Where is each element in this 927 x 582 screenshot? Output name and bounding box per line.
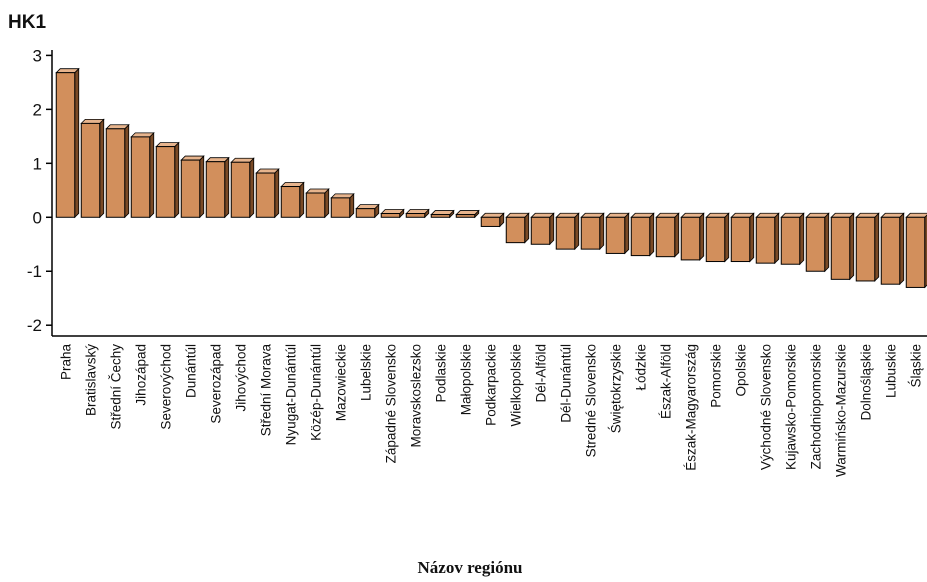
x-tick-label: Świętokrzyskie bbox=[609, 344, 624, 433]
bar-18 bbox=[480, 212, 505, 228]
y-tick-label: 1 bbox=[33, 154, 42, 173]
bar-2 bbox=[80, 118, 105, 219]
x-tick-label: Pomorskie bbox=[709, 344, 724, 408]
x-tick-label: Nyugat-Dunántúl bbox=[284, 344, 299, 445]
x-tick-label: Střední Morava bbox=[259, 344, 274, 437]
bar-24 bbox=[630, 212, 655, 257]
x-tick-label: Podlaskie bbox=[434, 344, 449, 403]
x-tick-label: Severozápad bbox=[209, 344, 224, 424]
x-tick-label: Dél-Dunántúl bbox=[559, 344, 574, 423]
bar-3 bbox=[105, 123, 130, 219]
x-tick-label: Bratislavský bbox=[84, 344, 99, 416]
x-tick-label: Západné Slovensko bbox=[384, 344, 399, 463]
bar-11 bbox=[305, 188, 330, 219]
x-tick-label: Śląskie bbox=[909, 344, 924, 388]
x-tick-label: Małopolskie bbox=[459, 344, 474, 415]
bar-7 bbox=[205, 156, 230, 219]
x-tick-label: Dolnośląskie bbox=[859, 344, 874, 421]
x-tick-label: Moravskoslezsko bbox=[409, 344, 424, 448]
x-tick-labels: Praha Bratislavský Střední Čechy Jihozápad S… bbox=[59, 344, 924, 478]
x-tick-label: Praha bbox=[59, 344, 74, 381]
x-tick-label: Zachodniopomorskie bbox=[809, 344, 824, 469]
x-tick-label: Opolskie bbox=[734, 344, 749, 397]
y-tick-label: 0 bbox=[33, 208, 42, 227]
bar-8 bbox=[230, 157, 255, 219]
bar-20 bbox=[530, 212, 555, 246]
bar-5 bbox=[155, 141, 180, 219]
bar-10 bbox=[280, 181, 305, 219]
x-tick-label: Észak-Magyarország bbox=[684, 344, 699, 471]
x-tick-label: Warmińsko-Mazurskie bbox=[834, 344, 849, 477]
y-axis-label: HK1 bbox=[8, 12, 46, 33]
bar-22 bbox=[580, 212, 605, 251]
axes-group: 3 2 1 0 -1 -2 bbox=[27, 46, 927, 337]
bar-13 bbox=[355, 203, 380, 219]
x-tick-label: Severovýchod bbox=[159, 344, 174, 430]
x-tick-label: Wielkopolskie bbox=[509, 344, 524, 427]
x-tick-label: Közép-Dunántúl bbox=[309, 344, 324, 441]
bar-29 bbox=[755, 212, 780, 265]
bar-31 bbox=[805, 212, 830, 273]
x-tick-label: Jihozápad bbox=[134, 344, 149, 406]
x-tick-label: Dél-Alföld bbox=[534, 344, 549, 403]
bar-17 bbox=[455, 209, 480, 219]
x-tick-label: Lubelskie bbox=[359, 344, 374, 401]
x-tick-label: Dunántúl bbox=[184, 344, 199, 398]
bar-27 bbox=[705, 212, 730, 263]
bar-26 bbox=[680, 212, 705, 261]
bar-35 bbox=[905, 212, 927, 289]
bar-15 bbox=[405, 208, 430, 219]
bar-28 bbox=[730, 212, 755, 263]
x-tick-label: Łódzkie bbox=[634, 344, 649, 391]
bar-32 bbox=[830, 212, 855, 281]
bars-group bbox=[55, 67, 927, 289]
bar-23 bbox=[605, 212, 630, 255]
x-tick-label: Východné Slovensko bbox=[759, 344, 774, 470]
bar-30 bbox=[780, 212, 805, 266]
bar-33 bbox=[855, 212, 880, 282]
bar-25 bbox=[655, 212, 680, 258]
x-tick-label: Střední Čechy bbox=[109, 344, 124, 430]
x-tick-label: Kujawsko-Pomorskie bbox=[784, 344, 799, 470]
y-tick-label: 2 bbox=[33, 100, 42, 119]
bar-19 bbox=[505, 212, 530, 244]
y-tick-label: -1 bbox=[27, 262, 42, 281]
x-axis-label: Názov regiónu bbox=[418, 558, 523, 577]
bar-9 bbox=[255, 168, 280, 219]
x-tick-label: Észak-Alföld bbox=[659, 344, 674, 419]
bar-16 bbox=[430, 209, 455, 219]
bar-1 bbox=[55, 67, 80, 219]
y-tick-label: -2 bbox=[27, 316, 42, 335]
bar-6 bbox=[180, 155, 205, 219]
x-tick-label: Stredné Slovensko bbox=[584, 344, 599, 457]
bar-21 bbox=[555, 212, 580, 251]
bar-12 bbox=[330, 192, 355, 219]
y-tick-label: 3 bbox=[33, 46, 42, 65]
x-tick-label: Mazowieckie bbox=[334, 344, 349, 421]
x-tick-label: Jihovýchod bbox=[234, 344, 249, 412]
x-tick-label: Podkarpackie bbox=[484, 344, 499, 426]
x-tick-label: Lubuskie bbox=[884, 344, 899, 398]
bar-4 bbox=[130, 131, 155, 219]
bar-34 bbox=[880, 212, 905, 286]
bar-14 bbox=[380, 208, 405, 219]
